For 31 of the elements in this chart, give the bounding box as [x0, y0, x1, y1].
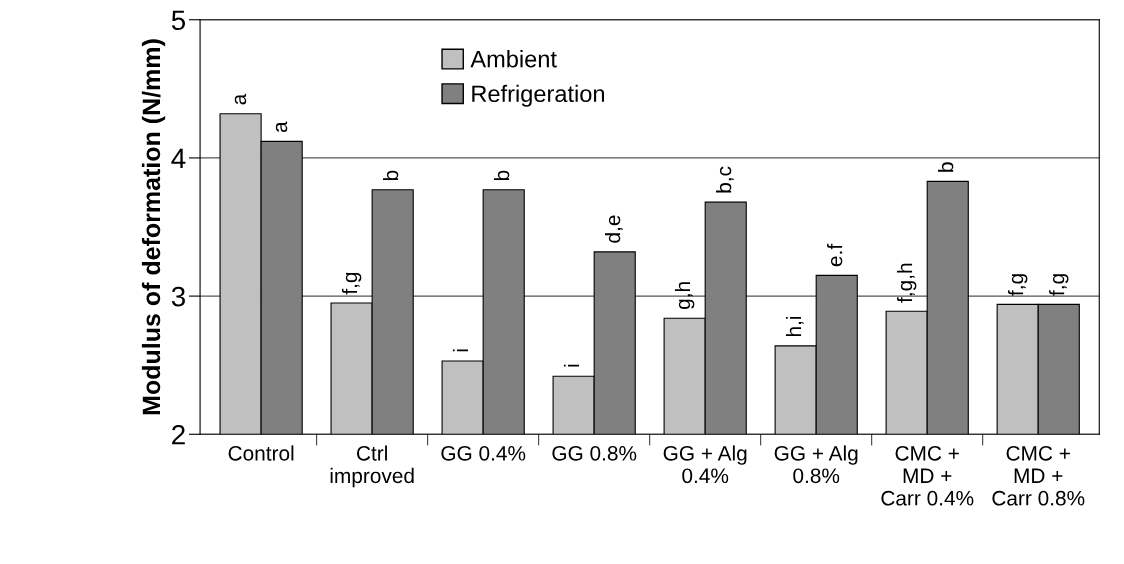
- x-tick-label: Ctrl improved: [330, 445, 414, 488]
- x-tick-label: GG 0.8%: [552, 445, 637, 461]
- y-axis-title: Modulus of deformation (N/mm): [141, 39, 166, 415]
- data-label: b: [493, 170, 510, 181]
- x-tick-label: Control: [228, 445, 294, 461]
- data-label: h,i: [785, 316, 804, 337]
- x-tick-label: GG + Alg 0.4%: [663, 445, 747, 484]
- y-tick-label: 4: [171, 148, 186, 168]
- data-label: b: [382, 170, 399, 181]
- data-label: b,c: [716, 166, 734, 193]
- legend-label: Ambient: [470, 50, 557, 68]
- y-tick-label: 5: [171, 10, 186, 31]
- data-label: f,g: [341, 272, 362, 295]
- legend-label: Refrigeration: [472, 84, 605, 107]
- data-label: g,h: [674, 282, 695, 309]
- x-tick-label: CMC + MD + Carr 0.8%: [992, 445, 1085, 506]
- data-label: a: [275, 121, 288, 133]
- data-label: b: [938, 162, 954, 172]
- data-label: a: [234, 93, 247, 105]
- data-label: e.f: [827, 243, 843, 267]
- data-label: i: [563, 364, 580, 367]
- data-label: d,e: [604, 215, 623, 243]
- y-tick-label: 3: [171, 286, 185, 307]
- x-tick-label: GG 0.4%: [441, 445, 526, 461]
- data-label: i: [452, 349, 468, 352]
- data-label: f,g: [1007, 274, 1028, 296]
- y-tick-label: 2: [172, 424, 185, 445]
- data-label: f,g: [1049, 274, 1069, 296]
- x-tick-label: GG + Alg 0.8%: [774, 445, 858, 484]
- x-tick-label: CMC + MD + Carr 0.4%: [881, 445, 974, 506]
- data-label: f,g,h: [896, 263, 917, 303]
